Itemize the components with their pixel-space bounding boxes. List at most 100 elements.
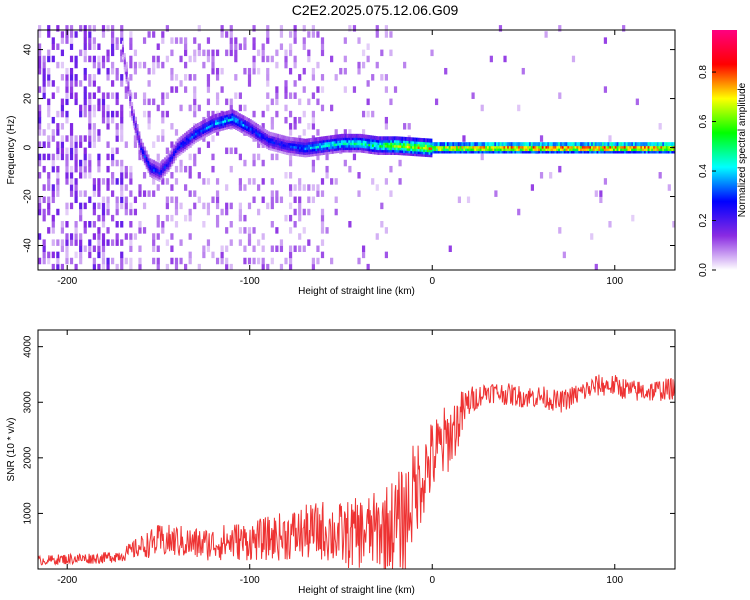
ridge-cell	[154, 171, 157, 176]
ridge-cell	[277, 136, 280, 141]
ridge-cell	[143, 146, 146, 151]
ridge-cell	[463, 142, 466, 147]
heatmap-cell	[375, 61, 379, 69]
ridge-cell	[375, 143, 378, 148]
ridge-cell	[419, 140, 422, 145]
heatmap-cell	[88, 141, 92, 148]
heatmap-cell	[215, 129, 220, 136]
ridge-cell	[240, 121, 243, 126]
heatmap-cell	[184, 263, 188, 271]
ridge-cell	[295, 149, 298, 154]
ridge-cell	[215, 116, 218, 121]
heatmap-cell	[83, 49, 87, 57]
heatmap-cell	[357, 67, 361, 75]
heatmap-cell	[658, 172, 662, 179]
ridge-cell	[185, 146, 188, 151]
ridge-cell	[408, 149, 411, 154]
ridge-cell	[134, 119, 137, 124]
heatmap-cell	[115, 74, 119, 81]
ridge-cell	[508, 147, 511, 152]
heatmap-cell	[133, 208, 138, 216]
heatmap-cell	[311, 263, 315, 271]
heatmap-cell	[120, 123, 124, 130]
ridge-cell	[614, 147, 617, 152]
ridge-cell	[163, 159, 166, 164]
ridge-cell	[207, 117, 210, 122]
heatmap-cell	[97, 190, 101, 197]
heatmap-cell	[170, 141, 174, 148]
ridge-cell	[536, 149, 539, 154]
ridge-cell	[309, 140, 312, 145]
heatmap-cell	[65, 251, 69, 259]
ridge-cell	[592, 144, 595, 149]
ridge-cell	[273, 145, 276, 150]
heatmap-cell	[42, 141, 46, 148]
heatmap-cell	[101, 214, 106, 222]
heatmap-cell	[124, 141, 128, 148]
x-tick-label: 100	[606, 575, 623, 586]
heatmap-cell	[152, 239, 156, 246]
ridge-cell	[620, 144, 623, 149]
colorbar-tick-label: 0.6	[698, 114, 709, 128]
heatmap-cell	[179, 257, 183, 265]
ridge-cell	[636, 147, 639, 152]
ridge-cell	[660, 142, 663, 147]
colorbar-tick-label: 0.8	[698, 65, 709, 79]
ridge-cell	[605, 149, 608, 154]
ridge-cell	[176, 153, 179, 158]
ridge-cell	[286, 138, 289, 143]
y-tick-label: 20	[23, 93, 34, 105]
heatmap-cell	[47, 202, 51, 210]
heatmap-cell	[60, 135, 65, 142]
ridge-cell	[178, 142, 181, 147]
ridge-cell	[366, 149, 369, 154]
heatmap-cell	[69, 257, 74, 265]
ridge-cell	[647, 142, 650, 147]
ridge-cell	[576, 147, 579, 152]
ridge-cell	[585, 144, 588, 149]
ridge-cell	[289, 139, 292, 144]
ridge-cell	[519, 142, 522, 147]
heatmap-cell	[202, 178, 206, 185]
ridge-cell	[647, 144, 650, 149]
ridge-cell	[236, 117, 239, 122]
ridge-cell	[377, 136, 380, 141]
heatmap-cell	[161, 92, 165, 99]
y-tick-label: 0	[23, 144, 34, 150]
ridge-cell	[399, 138, 402, 143]
heatmap-cell	[261, 257, 265, 265]
ridge-cell	[198, 124, 201, 129]
ridge-cell	[140, 138, 143, 143]
heatmap-cell	[124, 86, 128, 93]
ridge-cell	[260, 138, 263, 143]
ridge-cell	[187, 139, 190, 144]
heatmap-cell	[79, 80, 83, 87]
heatmap-cell	[197, 147, 201, 155]
heatmap-cell	[284, 55, 288, 63]
heatmap-cell	[65, 202, 69, 210]
ridge-cell	[319, 144, 322, 149]
ridge-cell	[368, 149, 371, 154]
ridge-cell	[439, 142, 442, 147]
ridge-cell	[512, 144, 515, 149]
ridge-cell	[337, 134, 340, 139]
ridge-cell	[326, 145, 329, 150]
ridge-cell	[205, 120, 208, 125]
ridge-cell	[145, 162, 148, 167]
ridge-cell	[372, 142, 375, 147]
heatmap-cell	[56, 86, 60, 93]
ridge-cell	[428, 145, 431, 150]
ridge-cell	[653, 144, 656, 149]
heatmap-cell	[74, 190, 78, 197]
ridge-cell	[205, 132, 208, 137]
heatmap-cell	[261, 49, 265, 57]
heatmap-cell	[47, 80, 51, 87]
ridge-cell	[169, 150, 172, 155]
heatmap-cell	[608, 135, 612, 142]
heatmap-cell	[316, 245, 320, 253]
ridge-cell	[253, 133, 256, 138]
ridge-cell	[426, 150, 429, 155]
ridge-cell	[395, 146, 398, 151]
ridge-cell	[224, 118, 227, 123]
heatmap-cell	[193, 153, 197, 161]
